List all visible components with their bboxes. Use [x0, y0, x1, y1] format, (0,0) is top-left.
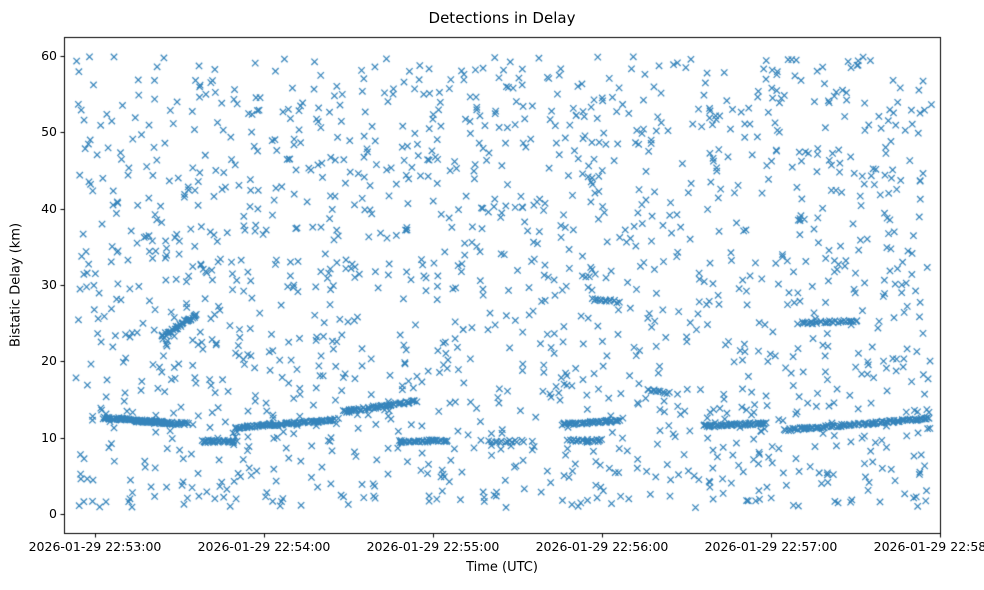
y-tick-label: 0 — [49, 505, 57, 521]
y-tick-label: 40 — [41, 200, 57, 216]
x-tick-label: 2026-01-29 22:53:00 — [28, 539, 162, 554]
y-tick-label: 60 — [41, 48, 57, 64]
y-tick-label: 10 — [41, 429, 57, 445]
x-axis-label: Time (UTC) — [466, 560, 538, 575]
y-tick-label: 30 — [41, 277, 57, 292]
x-tick-label: 2026-01-29 22:58:00 — [873, 539, 984, 554]
x-tick-label: 2026-01-29 22:57:00 — [704, 539, 838, 554]
chart-title: Detections in Delay — [428, 9, 576, 27]
x-tick-label: 2026-01-29 22:56:00 — [535, 539, 669, 554]
y-tick-label: 50 — [41, 124, 57, 140]
y-tick-label: 20 — [41, 353, 57, 369]
x-tick-label: 2026-01-29 22:54:00 — [197, 539, 331, 554]
x-tick-label: 2026-01-29 22:55:00 — [366, 539, 500, 554]
